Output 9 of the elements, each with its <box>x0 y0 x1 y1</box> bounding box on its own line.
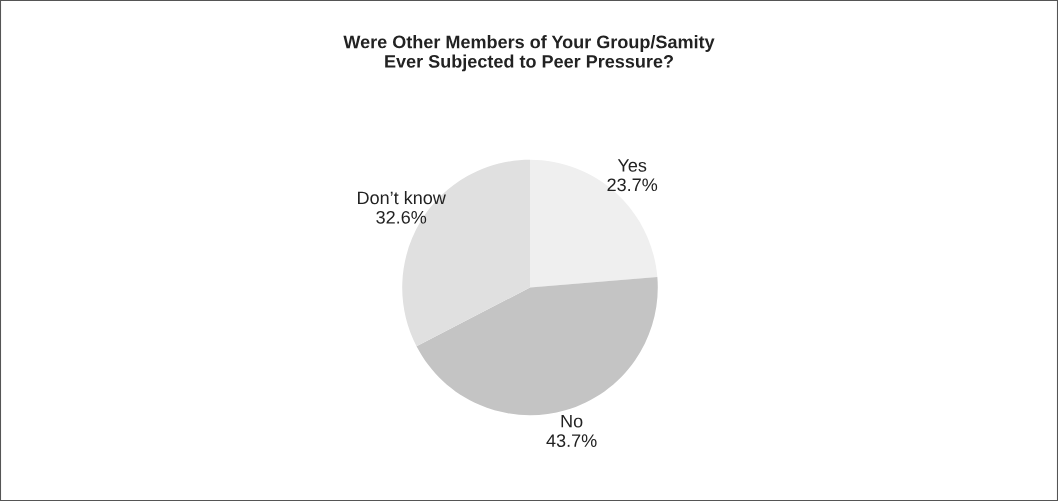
slice-label: Yes <box>617 159 647 172</box>
data-label: 32.6% <box>376 210 427 224</box>
data-label: 43.7% <box>546 434 597 447</box>
pie-slice <box>416 277 658 416</box>
slice-label: Don’t know <box>358 190 446 205</box>
slice-label: No <box>561 414 583 428</box>
pie-slice <box>530 159 658 288</box>
chart-title: Were Other Members of Your Group/Samity Ever Subjected to Peer Pressure? <box>343 35 715 72</box>
data-label: 23.7% <box>607 178 658 192</box>
